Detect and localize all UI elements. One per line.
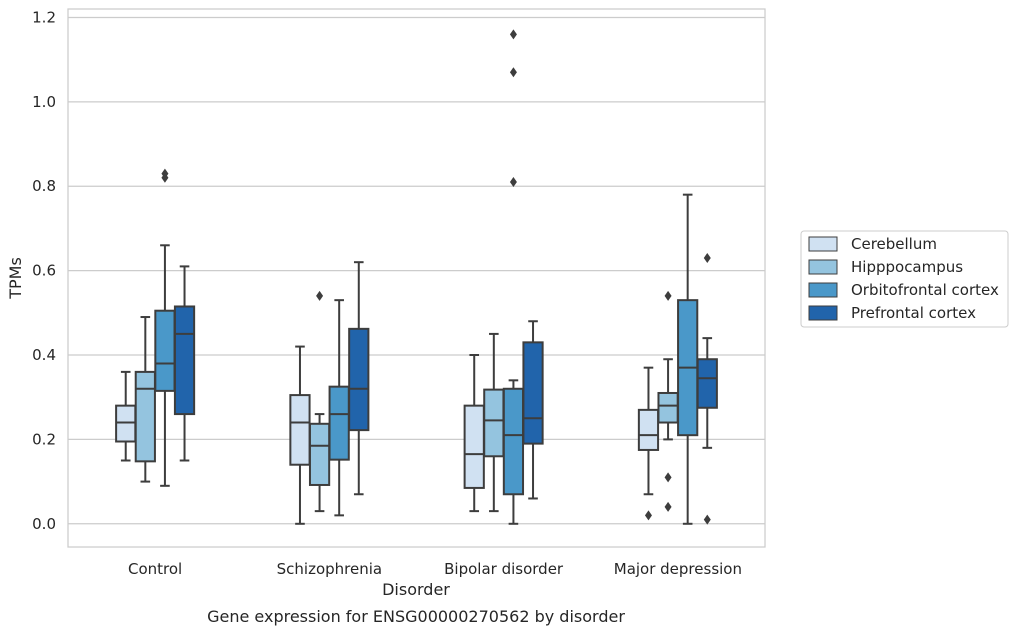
box-iqr	[657, 391, 679, 424]
legend-swatch	[808, 259, 838, 275]
box-iqr	[289, 394, 311, 466]
y-axis-label: TPMs	[6, 257, 25, 300]
box-3-3	[696, 252, 718, 525]
x-tick-label: Schizophrenia	[277, 560, 382, 578]
outlier-point	[644, 510, 652, 521]
legend-swatch	[808, 236, 838, 252]
y-tick-label: 1.2	[32, 8, 56, 26]
box-0-1	[289, 345, 311, 525]
y-tick-label: 0.4	[32, 346, 56, 364]
plot-area	[115, 29, 718, 525]
outlier-point	[703, 252, 711, 263]
legend-label: Hipppocampus	[851, 258, 963, 276]
y-tick-label: 0.8	[32, 177, 56, 195]
legend-label: Prefrontal cortex	[851, 304, 976, 322]
box-1-1	[308, 290, 331, 513]
box-iqr	[522, 341, 544, 445]
y-axis-ticks: 0.0 0.2 0.4 0.6 0.8 1.0 1.2	[32, 8, 56, 532]
box-2-3	[677, 193, 699, 525]
box-iqr	[328, 385, 350, 461]
x-axis-label: Disorder	[382, 580, 450, 599]
box-0-3	[637, 366, 660, 521]
y-tick-label: 0.6	[32, 262, 56, 280]
outlier-point	[509, 177, 517, 188]
y-tick-label: 0.2	[32, 430, 56, 448]
x-tick-label: Control	[128, 560, 182, 578]
x-axis-ticks: Control Schizophrenia Bipolar disorder Majo…	[128, 560, 742, 578]
box-iqr	[134, 370, 156, 463]
box-iqr	[483, 388, 505, 458]
box-iqr	[463, 404, 485, 489]
box-iqr	[348, 327, 370, 432]
box-iqr	[115, 404, 137, 443]
box-iqr	[154, 309, 176, 392]
legend-frame	[800, 230, 1009, 328]
box-2-0	[154, 168, 176, 487]
outlier-point	[509, 29, 517, 40]
box-iqr	[173, 305, 196, 416]
box-iqr	[502, 387, 525, 496]
legend: Cerebellum Hipppocampus Orbitofrontal cort…	[800, 230, 1009, 328]
y-tick-label: 0.0	[32, 515, 56, 533]
box-2-1	[328, 299, 350, 517]
box-3-2	[522, 320, 544, 500]
legend-swatch	[808, 282, 838, 298]
y-tick-label: 1.0	[32, 93, 56, 111]
outlier-point	[509, 67, 517, 78]
grid-lines	[68, 16, 765, 525]
box-2-2	[502, 29, 525, 525]
box-iqr	[637, 408, 660, 451]
box-1-2	[483, 332, 505, 513]
legend-label: Orbitofrontal cortex	[851, 281, 999, 299]
box-0-0	[115, 370, 137, 462]
box-1-0	[134, 316, 156, 483]
plot-frame	[67, 8, 766, 548]
box-3-0	[173, 265, 196, 462]
chart-caption: Gene expression for ENSG00000270562 by d…	[207, 607, 625, 626]
x-tick-label: Bipolar disorder	[444, 560, 564, 578]
outlier-point	[703, 514, 711, 525]
box-iqr	[696, 358, 718, 409]
legend-label: Cerebellum	[851, 235, 937, 253]
outlier-point	[664, 472, 672, 483]
outlier-point	[161, 172, 169, 183]
outlier-point	[664, 501, 672, 512]
legend-swatch	[808, 305, 838, 321]
outlier-point	[316, 290, 324, 301]
box-1-3	[657, 290, 679, 512]
box-0-2	[463, 354, 485, 513]
box-iqr	[308, 422, 331, 486]
x-tick-label: Major depression	[614, 560, 742, 578]
box-3-1	[348, 261, 370, 496]
outlier-point	[664, 290, 672, 301]
